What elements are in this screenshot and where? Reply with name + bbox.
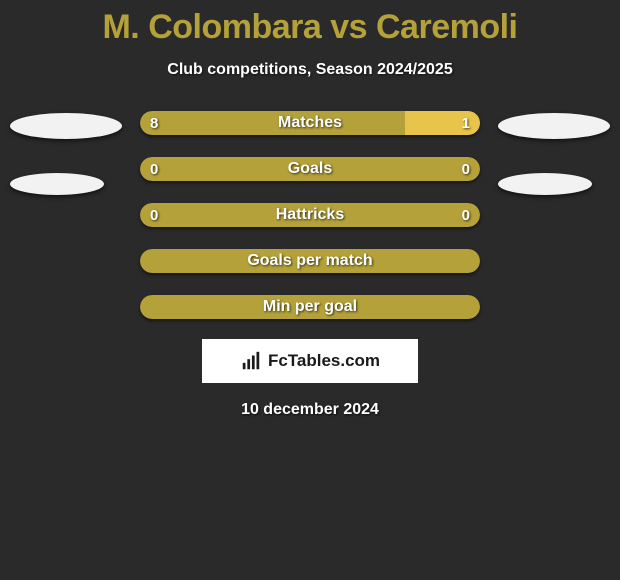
stat-bar: 00Goals [140, 157, 480, 181]
source-logo: FcTables.com [202, 339, 418, 383]
stat-label: Min per goal [140, 295, 480, 319]
stat-bar: 00Hattricks [140, 203, 480, 227]
stat-bar: Min per goal [140, 295, 480, 319]
comparison-subtitle: Club competitions, Season 2024/2025 [0, 61, 620, 79]
player-shape [10, 173, 104, 195]
stat-label: Hattricks [140, 203, 480, 227]
stat-bar: Goals per match [140, 249, 480, 273]
bar-chart-icon [240, 350, 262, 372]
left-player-shapes [10, 111, 122, 195]
stat-label: Matches [140, 111, 480, 135]
player-shape [10, 113, 122, 139]
stat-bars: 81Matches 00Goals 00Hattricks Goals per mat… [140, 111, 480, 319]
player-shape [498, 113, 610, 139]
stat-label: Goals per match [140, 249, 480, 273]
right-player-shapes [498, 111, 610, 195]
player-shape [498, 173, 592, 195]
stats-area: 81Matches 00Goals 00Hattricks Goals per mat… [0, 111, 620, 319]
stat-label: Goals [140, 157, 480, 181]
snapshot-date: 10 december 2024 [0, 401, 620, 419]
logo-text: FcTables.com [268, 351, 380, 371]
comparison-title: M. Colombara vs Caremoli [0, 0, 620, 47]
stat-bar: 81Matches [140, 111, 480, 135]
